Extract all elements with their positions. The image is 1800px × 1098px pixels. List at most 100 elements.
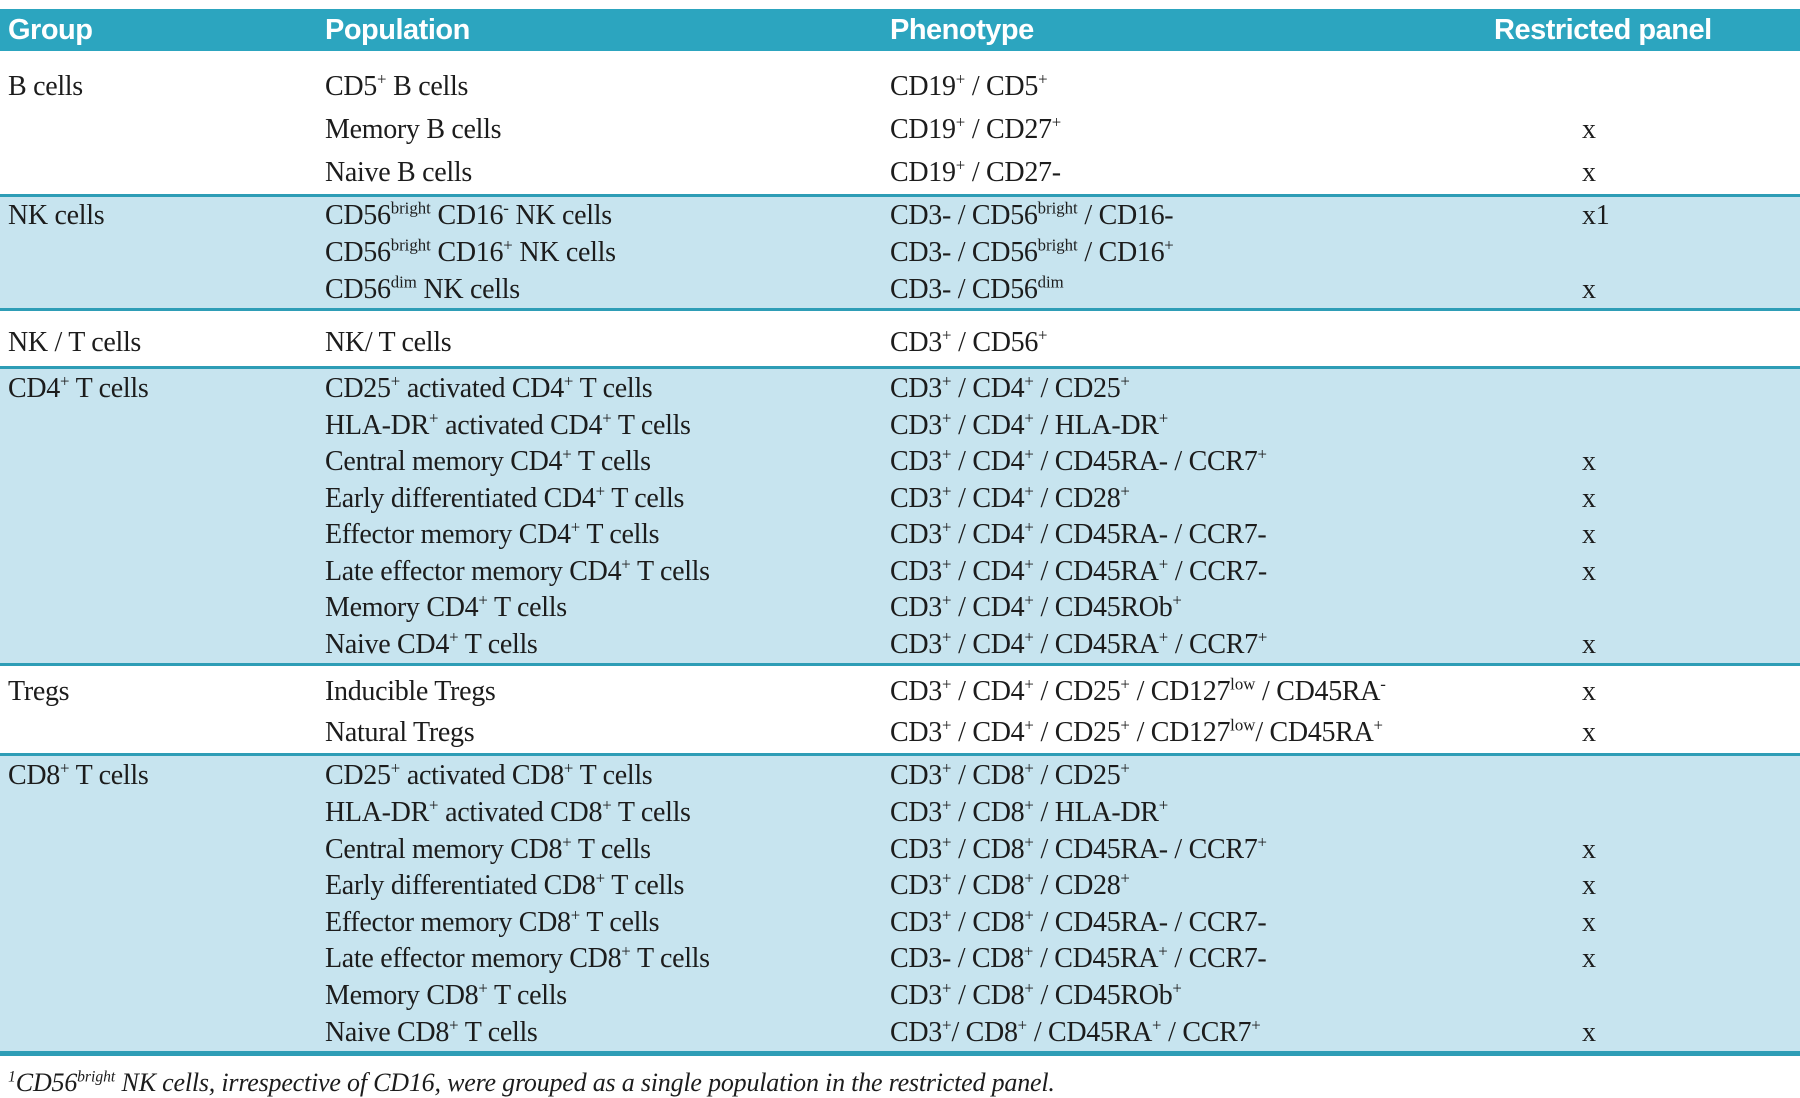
group-cell: CD8+ T cells [8, 758, 149, 792]
phenotype-cell: CD3+ / CD4+ / CD25+ [890, 371, 1130, 405]
restricted-cell: x [1582, 676, 1596, 708]
restricted-cell: x [1582, 446, 1596, 478]
column-header-population: Population [325, 13, 470, 46]
group-section-nk-cells: NK cells CD56bright CD16- NK cells CD3- / … [0, 194, 1800, 311]
phenotype-cell: CD3+ / CD4+ / CD45RA+ / CCR7+ [890, 627, 1268, 660]
restricted-cell: x [1582, 833, 1596, 865]
population-cell: Early differentiated CD8+ T cells [325, 868, 685, 902]
phenotype-cell: CD3+ / CD4+ / CD45ROb+ [890, 590, 1182, 624]
table-header: Group Population Phenotype Restricted pa… [0, 9, 1800, 51]
phenotype-cell: CD3- / CD8+ / CD45RA+ / CCR7- [890, 942, 1267, 975]
population-cell: Effector memory CD4+ T cells [325, 517, 660, 551]
table-row: CD56bright CD16+ NK cells CD3- / CD56brig… [0, 235, 1800, 272]
phenotype-cell: CD19+ / CD27- [890, 155, 1061, 188]
table-row: Early differentiated CD4+ T cells CD3+ / … [0, 481, 1800, 518]
population-cell: CD56dim NK cells [325, 272, 520, 305]
population-cell: CD5+ B cells [325, 69, 469, 102]
phenotype-cell: CD3+ / CD8+ / CD25+ [890, 758, 1130, 792]
population-cell: Memory B cells [325, 113, 502, 145]
population-cell: Late effector memory CD4+ T cells [325, 554, 710, 587]
population-cell: Late effector memory CD8+ T cells [325, 942, 710, 975]
table-row: CD56dim NK cells CD3- / CD56dim x [0, 271, 1800, 308]
table-row: Naive CD8+ T cells CD3+/ CD8+ / CD45RA+ /… [0, 1014, 1800, 1051]
table-row: Early differentiated CD8+ T cells CD3+ / … [0, 868, 1800, 905]
restricted-cell: x1 [1582, 200, 1610, 232]
table-row: B cells CD5+ B cells CD19+ / CD5+ [0, 65, 1800, 108]
population-cell: CD25+ activated CD8+ T cells [325, 758, 653, 792]
phenotype-cell: CD3+ / CD4+ / CD45RA+ / CCR7- [890, 554, 1267, 587]
group-section-cd8-t-cells: CD8+ T cells CD25+ activated CD8+ T cells… [0, 753, 1800, 1056]
table-row: Central memory CD8+ T cells CD3+ / CD8+ /… [0, 831, 1800, 868]
table-row: Late effector memory CD8+ T cells CD3- / … [0, 941, 1800, 978]
table-row: Late effector memory CD4+ T cells CD3+ / … [0, 554, 1800, 591]
restricted-cell: x [1582, 943, 1596, 975]
phenotype-cell: CD3+ / CD56+ [890, 325, 1048, 358]
population-cell: Central memory CD4+ T cells [325, 444, 651, 478]
phenotype-cell: CD19+ / CD5+ [890, 69, 1048, 102]
phenotype-cell: CD3- / CD56dim [890, 272, 1064, 305]
column-header-restricted-panel: Restricted panel [1494, 13, 1712, 46]
table-row: Naive CD4+ T cells CD3+ / CD4+ / CD45RA+ … [0, 627, 1800, 664]
phenotype-cell: CD3+ / CD4+ / CD45RA- / CCR7+ [890, 444, 1267, 478]
table-row: CD8+ T cells CD25+ activated CD8+ T cells… [0, 758, 1800, 795]
phenotype-cell: CD3+ / CD8+ / CD45ROb+ [890, 978, 1182, 1012]
restricted-cell: x [1582, 555, 1596, 587]
group-section-nk-t-cells: NK / T cells NK/ T cells CD3+ / CD56+ [0, 311, 1800, 366]
population-cell: Memory CD8+ T cells [325, 978, 567, 1012]
table-row: HLA-DR+ activated CD4+ T cells CD3+ / CD4… [0, 408, 1800, 445]
phenotype-cell: CD19+ / CD27+ [890, 112, 1062, 145]
table-row: Tregs Inducible Tregs CD3+ / CD4+ / CD25+ … [0, 672, 1800, 713]
phenotype-cell: CD3+ / CD4+ / CD25+ / CD127low/ CD45RA+ [890, 715, 1383, 748]
phenotype-cell: CD3+ / CD4+ / CD45RA- / CCR7- [890, 517, 1267, 551]
phenotype-cell: CD3+ / CD4+ / HLA-DR+ [890, 408, 1169, 441]
column-header-phenotype: Phenotype [890, 13, 1034, 46]
table-row: Memory CD4+ T cells CD3+ / CD4+ / CD45ROb… [0, 590, 1800, 627]
phenotype-cell: CD3+/ CD8+ / CD45RA+ / CCR7+ [890, 1015, 1261, 1048]
phenotype-cell: CD3+ / CD8+ / CD45RA- / CCR7+ [890, 832, 1267, 865]
population-cell: Inducible Tregs [325, 676, 496, 708]
population-cell: Central memory CD8+ T cells [325, 832, 651, 865]
phenotype-cell: CD3+ / CD8+ / HLA-DR+ [890, 795, 1169, 828]
population-cell: CD56bright CD16+ NK cells [325, 235, 616, 268]
group-cell: Tregs [8, 676, 70, 708]
table-row: NK cells CD56bright CD16- NK cells CD3- / … [0, 198, 1800, 235]
table-row: Effector memory CD4+ T cells CD3+ / CD4+ … [0, 517, 1800, 554]
restricted-cell: x [1582, 482, 1596, 514]
group-cell: B cells [8, 70, 83, 102]
table-row: Naive B cells CD19+ / CD27- x [0, 151, 1800, 194]
phenotype-cell: CD3- / CD56bright / CD16+ [890, 235, 1174, 268]
phenotype-cell: CD3+ / CD4+ / CD28+ [890, 481, 1130, 514]
group-section-cd4-t-cells: CD4+ T cells CD25+ activated CD4+ T cells… [0, 366, 1800, 666]
population-cell: Naive CD4+ T cells [325, 627, 538, 660]
phenotype-cell: CD3- / CD56bright / CD16- [890, 199, 1174, 232]
table-row: Effector memory CD8+ T cells CD3+ / CD8+ … [0, 905, 1800, 942]
population-cell: CD25+ activated CD4+ T cells [325, 371, 653, 405]
table-body: B cells CD5+ B cells CD19+ / CD5+ Memory B … [0, 51, 1800, 1056]
table-footnote: 1CD56bright NK cells, irrespective of CD… [8, 1068, 1055, 1097]
restricted-cell: x [1582, 273, 1596, 305]
table-row: Central memory CD4+ T cells CD3+ / CD4+ /… [0, 444, 1800, 481]
restricted-cell: x [1582, 628, 1596, 660]
restricted-cell: x [1582, 716, 1596, 748]
population-cell: CD56bright CD16- NK cells [325, 199, 612, 232]
restricted-cell: x [1582, 156, 1596, 188]
population-cell: NK/ T cells [325, 327, 452, 358]
restricted-cell: x [1582, 870, 1596, 902]
column-header-group: Group [8, 13, 93, 46]
table-row: HLA-DR+ activated CD8+ T cells CD3+ / CD8… [0, 795, 1800, 832]
table-row: Memory B cells CD19+ / CD27+ x [0, 108, 1800, 151]
restricted-cell: x [1582, 1016, 1596, 1048]
phenotype-cell: CD3+ / CD4+ / CD25+ / CD127low / CD45RA- [890, 674, 1386, 708]
population-cell: Naive B cells [325, 156, 472, 188]
population-cell: Memory CD4+ T cells [325, 590, 567, 624]
table-row: NK / T cells NK/ T cells CD3+ / CD56+ [0, 320, 1800, 366]
population-cell: HLA-DR+ activated CD4+ T cells [325, 408, 691, 441]
group-section-tregs: Tregs Inducible Tregs CD3+ / CD4+ / CD25+ … [0, 666, 1800, 753]
restricted-cell: x [1582, 113, 1596, 145]
table-row: Memory CD8+ T cells CD3+ / CD8+ / CD45ROb… [0, 978, 1800, 1015]
restricted-cell: x [1582, 906, 1596, 938]
group-cell: NK / T cells [8, 327, 142, 358]
table-row: Natural Tregs CD3+ / CD4+ / CD25+ / CD127… [0, 713, 1800, 754]
population-cell: Natural Tregs [325, 716, 475, 748]
